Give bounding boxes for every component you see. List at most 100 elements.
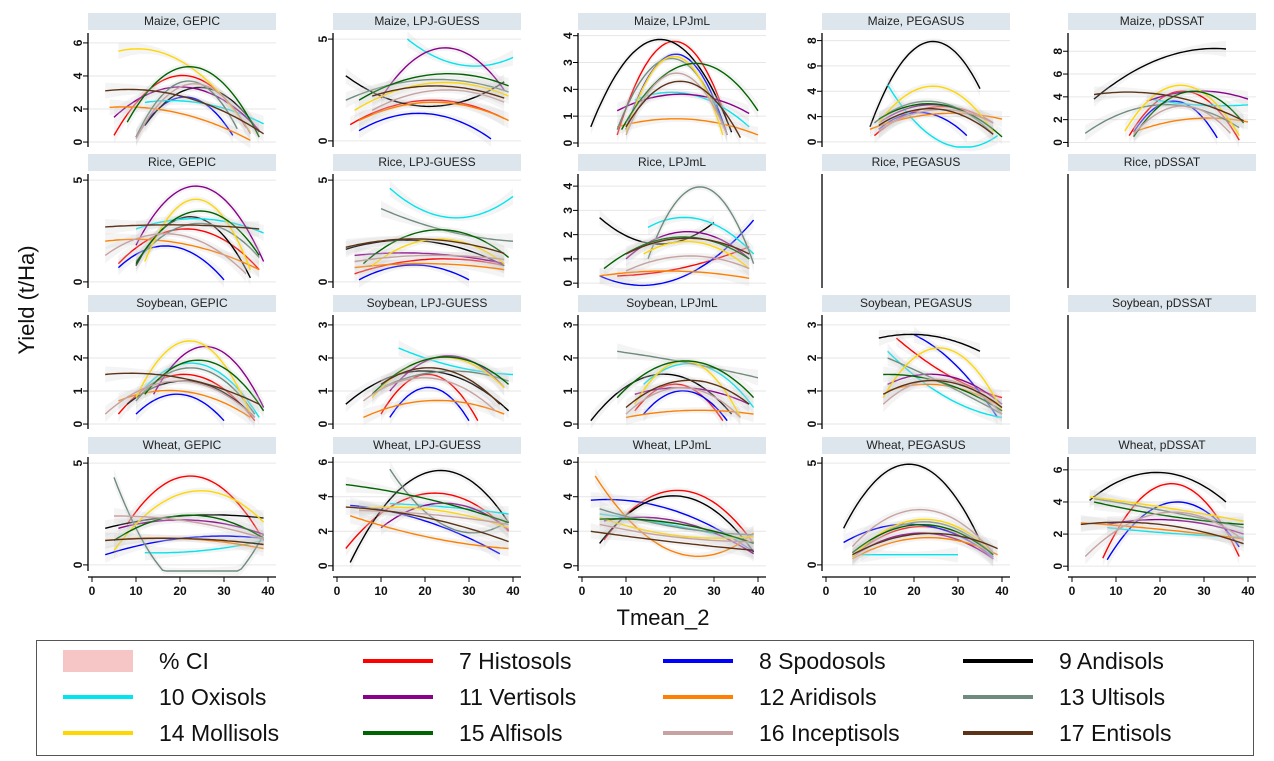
ci-band <box>852 516 994 565</box>
x-tick-label: 10 <box>374 584 388 598</box>
series-line-andisols <box>1093 47 1227 100</box>
series-line-vertisols <box>1107 518 1244 535</box>
x-tick-label: 10 <box>619 584 633 598</box>
legend-label: 8 Spodosols <box>759 647 886 674</box>
panel: Maize, LPJ-GUESS 0 5 <box>316 13 521 147</box>
y-tick-label: 4 <box>71 72 85 79</box>
ci-band <box>617 38 728 143</box>
series-line-mollisols <box>371 238 505 267</box>
panel: Wheat, pDSSAT 0 2 4 6 0 10 20 30 40 <box>1051 437 1256 598</box>
panel-title-strip <box>1068 295 1256 312</box>
series-line-andisols <box>842 463 981 541</box>
y-tick-label: 5 <box>71 176 85 183</box>
ci-band <box>118 516 264 543</box>
ci-band <box>887 350 1002 423</box>
legend-label: 12 Aridisols <box>759 683 877 710</box>
series-line-spodosols <box>350 504 501 555</box>
ci-band <box>883 376 1002 423</box>
legend-key <box>963 731 1033 735</box>
y-tick-label: 2 <box>561 86 575 93</box>
ci-band <box>350 497 500 562</box>
series-line-ultisols <box>887 357 1003 415</box>
series-line-ultisols <box>113 477 265 572</box>
ci-band <box>852 534 998 567</box>
series-line-alfisols <box>358 73 509 101</box>
legend-item: 7 Histosols <box>363 643 571 679</box>
legend-item: 17 Entisols <box>963 715 1172 751</box>
y-tick-label: 4 <box>561 32 575 39</box>
ci-band <box>599 509 754 545</box>
panel: Wheat, LPJ-GUESS 0 2 4 6 0 10 20 30 40 <box>316 437 521 598</box>
legend-item: 13 Ultisols <box>963 679 1165 715</box>
ci-band <box>136 213 251 286</box>
series-line-histosols <box>349 99 505 126</box>
x-tick-label: 0 <box>334 584 341 598</box>
legend-label: % CI <box>159 647 209 674</box>
y-tick-label: 5 <box>316 176 330 183</box>
series-line-andisols <box>599 217 715 245</box>
ci-band <box>887 76 998 152</box>
ci-band <box>381 364 500 413</box>
series-line-spodosols <box>135 393 225 422</box>
ci-band <box>389 180 513 221</box>
legend-key <box>363 695 433 699</box>
legend-key <box>963 659 1033 663</box>
y-tick-label: 1 <box>316 387 330 394</box>
series-line-alfisols <box>371 356 510 395</box>
panel: Rice, LPJmL 0 1 2 3 4 <box>561 154 766 290</box>
series-line-histosols <box>380 373 479 422</box>
ci-band <box>144 84 260 141</box>
ci-band <box>105 532 264 553</box>
series-line-oxisols <box>389 502 509 515</box>
ci-band <box>878 101 994 138</box>
series-line-aridisols <box>869 112 1003 130</box>
panel-title-strip <box>822 154 1010 171</box>
legend-label: 17 Entisols <box>1059 719 1172 746</box>
ci-band <box>144 357 264 419</box>
ci-band <box>109 99 251 149</box>
ci-band <box>136 183 264 270</box>
series-line-vertisols <box>113 86 260 131</box>
ci-band <box>354 255 505 282</box>
ci-band <box>878 83 994 140</box>
panel: Soybean, GEPIC 0 1 2 3 <box>71 295 276 429</box>
series-line-inceptisols <box>354 254 505 263</box>
panel: Wheat, PEGASUS 0 5 0 10 20 30 40 <box>805 437 1010 598</box>
series-line-alfisols <box>1093 501 1244 526</box>
y-tick-label: 2 <box>1051 116 1065 123</box>
ci-band <box>1133 113 1248 141</box>
ci-band <box>590 523 754 559</box>
ci-band <box>127 473 264 549</box>
series-line-histosols <box>617 246 750 277</box>
series-line-entisols <box>380 367 501 405</box>
y-tick-label: 2 <box>71 105 85 112</box>
ci-band <box>621 60 758 138</box>
series-line-spodosols <box>389 386 470 422</box>
y-tick-label: 2 <box>316 528 330 535</box>
y-tick-label: 4 <box>316 493 330 500</box>
ci-band <box>874 98 994 143</box>
ci-band <box>1133 88 1244 145</box>
series-line-mollisols <box>144 198 252 270</box>
series-line-mollisols <box>113 490 265 552</box>
panel-title: Wheat, LPJmL <box>633 438 712 452</box>
series-line-vertisols <box>152 345 265 408</box>
y-tick-label: 5 <box>316 35 330 42</box>
y-tick-label: 6 <box>561 459 575 466</box>
y-tick-label: 4 <box>1051 93 1065 100</box>
series-line-oxisols <box>647 216 755 255</box>
panel-title-strip <box>333 437 521 454</box>
series-line-histosols <box>1128 90 1240 141</box>
y-tick-label: 1 <box>71 387 85 394</box>
x-tick-label: 40 <box>751 584 765 598</box>
ci-band <box>883 377 1002 416</box>
y-tick-label: 4 <box>561 182 575 189</box>
y-tick-label: 2 <box>561 528 575 535</box>
ci-band <box>599 516 754 550</box>
series-line-entisols <box>882 379 1003 409</box>
series-line-histosols <box>354 258 505 275</box>
ci-band <box>389 495 509 522</box>
panel-title: Rice, LPJ-GUESS <box>378 155 475 169</box>
series-line-vertisols <box>354 252 505 265</box>
series-line-spodosols <box>878 111 968 137</box>
